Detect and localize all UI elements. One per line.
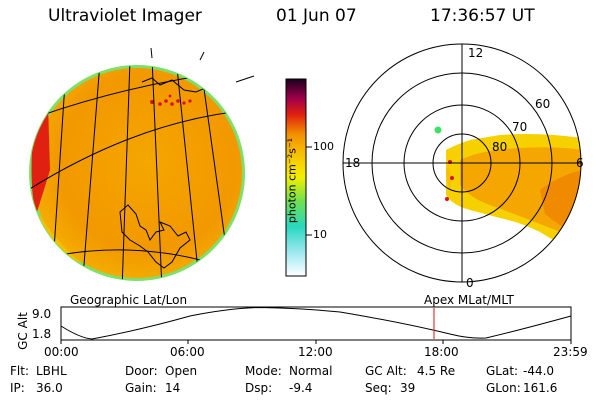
footer-door-value: Open xyxy=(165,364,198,378)
footer-gcalt-value: 4.5 Re xyxy=(417,364,456,378)
colorbar-tick-label-10: 10 xyxy=(313,228,327,241)
auroral-spots xyxy=(150,94,192,106)
mlt-label-12: 12 xyxy=(468,46,484,60)
time-label: 17:36:57 UT xyxy=(430,6,535,26)
limb-brightening xyxy=(31,104,50,215)
footer-gain-value: 14 xyxy=(165,381,181,395)
footer-glon-label: GLon: xyxy=(486,381,521,395)
footer-mode-label: Mode: xyxy=(245,364,282,378)
polar-green-blob xyxy=(434,126,442,134)
instrument-title: Ultraviolet Imager xyxy=(48,6,202,26)
mlat-label-70: 70 xyxy=(512,120,528,134)
footer-gcalt-label: GC Alt: xyxy=(365,364,407,378)
footer-dsp-label: Dsp: xyxy=(245,381,273,395)
footer-seq-label: Seq: xyxy=(365,381,392,395)
mlt-label-18: 18 xyxy=(345,156,361,170)
geographic-panel-label: Geographic Lat/Lon xyxy=(70,293,188,307)
altitude-xtick-1200: 12:00 xyxy=(298,345,333,359)
footer-mode-value: Normal xyxy=(289,364,333,378)
footer-ip-value: 36.0 xyxy=(36,381,63,395)
mlat-label-80: 80 xyxy=(492,140,508,154)
footer-glat-label: GLat: xyxy=(486,364,519,378)
footer-glat-value: -44.0 xyxy=(523,364,555,378)
polar-panel-label: Apex MLat/MLT xyxy=(424,293,514,307)
altitude-curve xyxy=(60,306,572,340)
footer-gain-label: Gain: xyxy=(125,381,157,395)
altitude-xtick-2359: 23:59 xyxy=(553,345,588,359)
altitude-ylabel: GC Alt xyxy=(16,312,30,350)
footer-seq-value: 39 xyxy=(400,381,416,395)
altitude-x-ticks xyxy=(60,340,572,344)
footer-flt-label: Flt: xyxy=(10,364,29,378)
coastline xyxy=(119,204,191,269)
altitude-xtick-1800: 18:00 xyxy=(424,345,459,359)
mlt-label-0: 0 xyxy=(466,276,474,290)
footer-ip-label: IP: xyxy=(10,381,25,395)
altitude-ytick-9: 9.0 xyxy=(32,307,52,321)
mlt-label-6: 6 xyxy=(576,156,584,170)
altitude-ytick-1-8: 1.8 xyxy=(32,327,52,341)
footer-dsp-value: -9.4 xyxy=(289,381,313,395)
mlat-label-60: 60 xyxy=(535,97,551,111)
footer-door-label: Door: xyxy=(125,364,158,378)
colorbar-tick-label-100: 100 xyxy=(313,140,334,153)
altitude-xtick-0600: 06:00 xyxy=(170,345,205,359)
date-label: 01 Jun 07 xyxy=(276,6,357,26)
footer-glon-value: 161.6 xyxy=(523,381,558,395)
footer-flt-value: LBHL xyxy=(36,364,67,378)
altitude-plot-frame xyxy=(60,306,572,341)
altitude-xtick-0000: 00:00 xyxy=(44,345,79,359)
